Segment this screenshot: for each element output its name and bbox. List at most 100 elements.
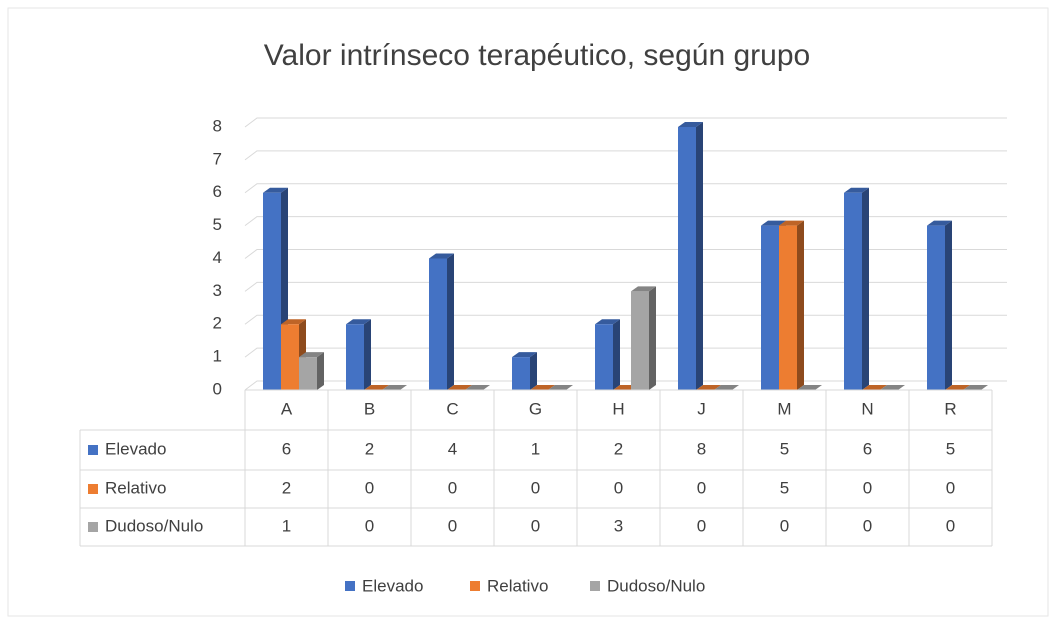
grid-line [244,281,1007,292]
table-cell: 0 [780,516,789,535]
grid-line [244,183,1007,194]
legend-key [345,581,355,591]
table-cell: 0 [448,478,457,497]
x-tick-label: H [612,399,624,418]
bar [281,324,299,390]
bar-top [714,385,739,390]
bar-top [548,385,573,390]
bar-side [317,352,324,390]
x-tick-label: A [281,399,293,418]
bar-side [649,286,656,390]
bar-side [447,253,454,390]
bar-side [945,220,952,390]
bar-top [678,122,703,127]
bar-top [299,352,324,358]
grid-line [244,150,1007,161]
table-row-label: Dudoso/Nulo [105,516,203,535]
bar-top [862,385,887,390]
table-cell: 0 [448,516,457,535]
table-cell: 0 [614,478,623,497]
table-cell: 4 [448,439,457,458]
bar [761,225,779,390]
bar-top [364,385,389,390]
bar-top [382,385,407,390]
x-tick-label: M [777,399,791,418]
legend-label: Relativo [487,576,548,595]
grid-line [244,216,1007,227]
x-tick-label: G [529,399,542,418]
bar-side [364,319,371,390]
y-tick-label: 3 [213,281,222,300]
bar-top [263,187,288,193]
table-cell: 0 [365,516,374,535]
table-cell: 0 [697,516,706,535]
bar [429,258,447,390]
bar-side [862,187,869,390]
table-cell: 1 [282,516,291,535]
table-cell: 5 [946,439,955,458]
bar-top [465,385,490,390]
bar-side [613,319,620,390]
table-cell: 2 [282,478,291,497]
bar-side [530,352,537,390]
bar [346,324,364,390]
table-cell: 6 [282,439,291,458]
table-cell: 2 [614,439,623,458]
chart-frame [7,7,1049,617]
table-legend-key [88,484,98,494]
table-cell: 0 [531,478,540,497]
y-tick-label: 4 [213,248,222,267]
table-legend-key [88,522,98,532]
bar-top [779,220,804,226]
bar [631,291,649,390]
table-cell: 8 [697,439,706,458]
table-cell: 0 [697,478,706,497]
bar-top [595,319,620,325]
y-tick-label: 1 [213,347,222,366]
x-tick-label: J [697,399,706,418]
table-cell: 5 [780,478,789,497]
bar-top [927,220,952,226]
bar-side [696,122,703,390]
bar-top [963,385,988,390]
bar-top [880,385,905,390]
y-tick-label: 5 [213,215,222,234]
bar-top [447,385,472,390]
bar [927,225,945,390]
table-cell: 0 [863,516,872,535]
grid-line [244,347,1007,358]
grid-line [244,117,1007,128]
bar [595,324,613,390]
bar-top [945,385,970,390]
bar-top [429,253,454,259]
table-row-label: Elevado [105,439,166,458]
y-tick-label: 2 [213,314,222,333]
table-cell: 5 [780,439,789,458]
x-tick-label: N [861,399,873,418]
table-cell: 3 [614,516,623,535]
y-tick-label: 6 [213,182,222,201]
bar-top [530,385,555,390]
y-tick-label: 7 [213,149,222,168]
table-row-label: Relativo [105,478,166,497]
grid-line [244,249,1007,259]
bar [678,127,696,390]
legend-label: Dudoso/Nulo [607,576,705,595]
bar-top [346,319,371,325]
bar [844,192,862,390]
legend-label: Elevado [362,576,423,595]
chart-title: Valor intrínseco terapéutico, según grup… [264,39,810,72]
y-tick-label: 0 [213,379,222,398]
x-tick-label: C [446,399,458,418]
bar [263,192,281,390]
table-cell: 2 [365,439,374,458]
table-cell: 0 [531,516,540,535]
bar [779,225,797,390]
legend-key [590,581,600,591]
table-cell: 0 [946,478,955,497]
bar-top [696,385,721,390]
bar-top [797,385,822,390]
grid-line [244,314,1007,325]
